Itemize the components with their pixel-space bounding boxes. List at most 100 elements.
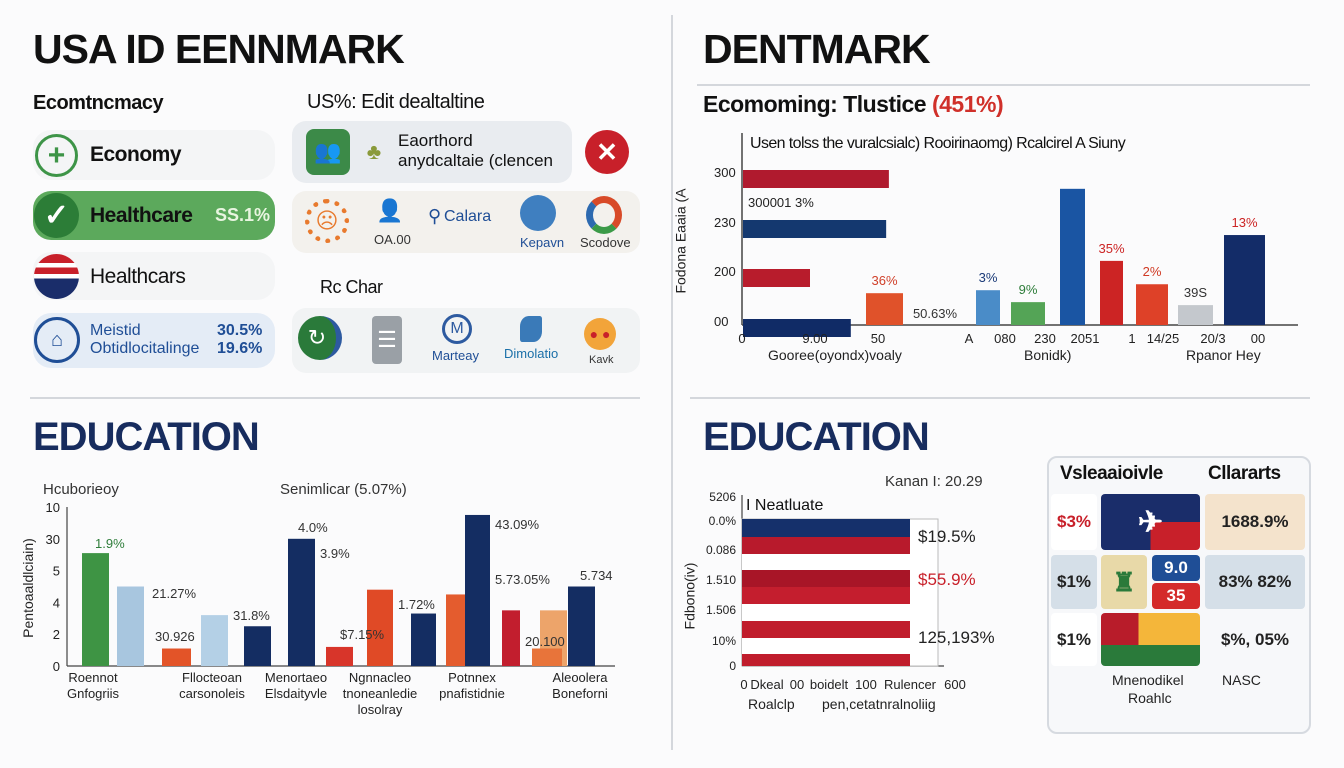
chart3-xlabel-1: Roalclp bbox=[748, 696, 795, 712]
chart1-xtick: 2051 bbox=[1071, 331, 1100, 346]
chart1-xtick: 230 bbox=[1034, 331, 1056, 346]
chart3-ytick: 0.086 bbox=[706, 543, 736, 557]
chart2-category-label: Potnnex bbox=[448, 670, 496, 685]
chart3-ytick: 10% bbox=[712, 634, 736, 648]
chart1-xtick: 080 bbox=[994, 331, 1016, 346]
panel-row2-right: 83% 82% bbox=[1205, 555, 1305, 609]
economy-label: Economy bbox=[90, 143, 182, 166]
chart3-stripe bbox=[742, 570, 910, 587]
middle-heading: US%: Edit dealtaltine bbox=[307, 91, 485, 113]
healthcare-label: Healthcare bbox=[90, 204, 193, 227]
chart3-xtick: 100 bbox=[855, 677, 877, 692]
panel-row3-left: $1% bbox=[1051, 613, 1097, 666]
chart2-bar-label: 1.9% bbox=[95, 536, 125, 551]
panel-footer-left-1: Mnenodikel bbox=[1112, 672, 1184, 688]
chart1-ytick: 00 bbox=[714, 314, 728, 329]
education-title-left: EDUCATION bbox=[33, 415, 260, 459]
chart3-legend: I Neatluate bbox=[746, 497, 824, 514]
chart2-bar bbox=[201, 615, 228, 666]
chart1-xtick: 50 bbox=[871, 331, 885, 346]
blue-stat-value-1: 30.5% bbox=[217, 322, 263, 339]
check-icon: ✓ bbox=[34, 193, 79, 238]
panel-row1-left: $3% bbox=[1051, 494, 1097, 550]
education-title-right: EDUCATION bbox=[703, 415, 930, 459]
main-title: USA ID EENNMARK bbox=[33, 26, 405, 72]
healthcars-item[interactable]: Healthcars bbox=[33, 252, 275, 300]
chart1-ytick: 200 bbox=[714, 264, 736, 279]
map-shape-icon bbox=[520, 316, 542, 342]
panel-row3-flag bbox=[1101, 613, 1200, 666]
chart1-vbar bbox=[1060, 188, 1085, 325]
chart2-bar bbox=[244, 626, 271, 666]
chart3-annotation: 125,193% bbox=[918, 628, 995, 647]
chart2-category-label: pnafistidnie bbox=[439, 686, 505, 701]
chart2-bar-label: 1.72% bbox=[398, 597, 435, 612]
chart1-xlabel-2: Bonidk) bbox=[1024, 347, 1072, 363]
healthcars-label: Healthcars bbox=[90, 265, 186, 288]
chart2-bar bbox=[82, 553, 109, 666]
chart1-vbar bbox=[1178, 305, 1213, 325]
card-3-label-2: Dimolatio bbox=[504, 346, 559, 361]
chart1-xtick: 20/3 bbox=[1200, 331, 1225, 346]
chart1-xtick: 9.00 bbox=[802, 331, 827, 346]
chart1-ytick: 230 bbox=[714, 215, 736, 230]
chart1-vbar bbox=[976, 290, 1000, 325]
subtitle-text: Ecomoming: Tlustice bbox=[703, 91, 932, 117]
chart1-bar-label: 36% bbox=[871, 273, 897, 288]
chart1-xlabel-1: Gooree(oyondx)voaly bbox=[768, 347, 902, 363]
denmark-title: DENTMARK bbox=[703, 26, 931, 72]
chart3-xtick: Dkeal bbox=[750, 677, 783, 692]
chart2-ytick: 4 bbox=[53, 595, 60, 610]
chart3-ytick: 1.510 bbox=[706, 573, 736, 587]
chart3-xtick: 00 bbox=[790, 677, 804, 692]
card-3-label-3: Kavk bbox=[589, 354, 614, 366]
person-icon: 👤 bbox=[376, 198, 404, 223]
chart1-ytick: 300 bbox=[714, 165, 736, 180]
chart2-bar bbox=[326, 646, 353, 666]
chart1-title: Usen tolss the vuralcsialc) Rooirinaomg)… bbox=[750, 135, 1126, 152]
panel-row2-icon: ♜ bbox=[1101, 555, 1147, 609]
section-heading: Ecomtncmacy bbox=[33, 92, 164, 114]
chart2-category-label: Elsdaityvle bbox=[265, 686, 327, 701]
chart3-stripe bbox=[742, 554, 910, 570]
chart2-ytick: 10 bbox=[46, 500, 60, 515]
denmark-subtitle: Ecomoming: Tlustice (451%) bbox=[703, 91, 1004, 118]
search-icon: ⚲ bbox=[428, 206, 442, 226]
m-logo-icon: M bbox=[442, 314, 472, 344]
chart3-xtick: Rulencer bbox=[884, 677, 937, 692]
chart3-title: Kanan I: 20.29 bbox=[885, 473, 983, 490]
chart2-title-left: Hcuborieoy bbox=[43, 481, 119, 498]
chart2-bar-label: 5.73.05% bbox=[495, 572, 550, 587]
chart2-bar bbox=[288, 538, 315, 666]
chart1-bar-label: 3% bbox=[979, 270, 998, 285]
chart1-xtick: 00 bbox=[1251, 331, 1265, 346]
card-1: 👥 ♣ Eaorthord anydcaltaie (clencen bbox=[292, 121, 572, 183]
card-3: ↻ ☰ M Marteay Dimolatio ● ● Kavk bbox=[292, 308, 640, 373]
chart2-bar-label: 43.09% bbox=[495, 517, 540, 532]
chart2-bar bbox=[465, 514, 490, 666]
chart1-xtick: A bbox=[965, 331, 974, 346]
chart3-stripe bbox=[742, 537, 910, 554]
map-blob-icon bbox=[520, 195, 556, 231]
blue-stat-item[interactable]: ⌂ Meistid Obtidlocitalinge 30.5% 19.6% bbox=[33, 313, 275, 368]
card-3-label-1: Marteay bbox=[432, 348, 479, 363]
chart2-category-label: Ngnnacleo bbox=[349, 670, 411, 685]
left-section-divider bbox=[30, 397, 640, 399]
chart2-category-label: Fllocteoan bbox=[182, 670, 242, 685]
chart3-ytick: 0 bbox=[729, 659, 736, 673]
chart2-bar-label: 4.0% bbox=[298, 520, 328, 535]
usa-flag-icon bbox=[34, 254, 79, 299]
healthcare-item[interactable]: ✓ Healthcare SS.1% bbox=[33, 191, 275, 240]
economy-item[interactable]: + Economy bbox=[33, 130, 275, 180]
chart3-stripe bbox=[742, 604, 910, 621]
chart3-stripe bbox=[742, 621, 910, 638]
sub-heading: Rc Char bbox=[320, 277, 383, 297]
sun-face-icon: ☹ bbox=[305, 199, 349, 243]
chart2-bar-label: 30.926 bbox=[155, 629, 195, 644]
chart1-vbar bbox=[866, 293, 903, 325]
chart2-category-label: losolray bbox=[358, 702, 403, 717]
chart2-bar bbox=[446, 594, 466, 666]
globe-arrow-icon: ↻ bbox=[298, 316, 342, 360]
plus-circle-icon: + bbox=[35, 134, 78, 177]
chart1-xtick: 0 bbox=[738, 331, 745, 346]
